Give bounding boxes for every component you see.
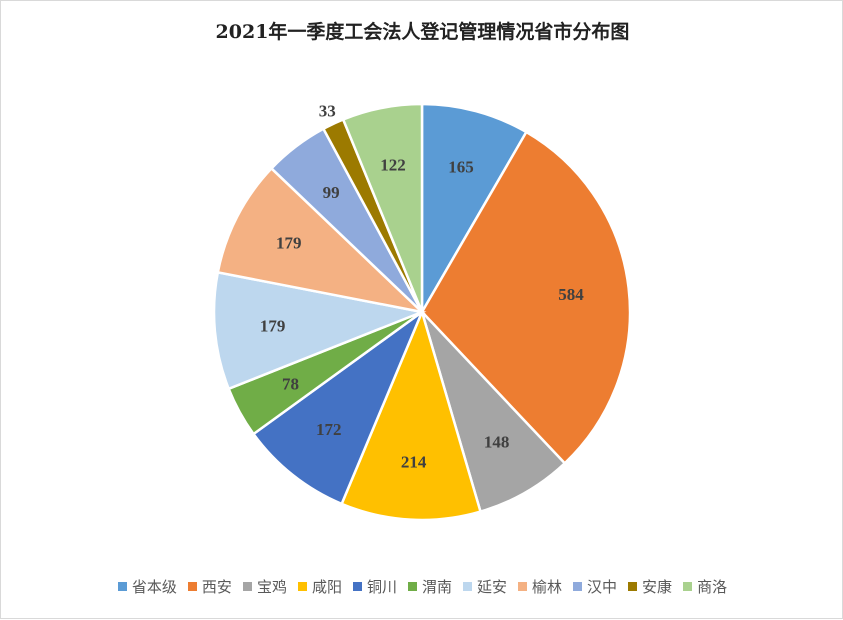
legend-item-4: 咸阳: [297, 576, 342, 597]
legend-item-11: 商洛: [683, 576, 727, 597]
legend-swatch: [297, 582, 307, 591]
legend-label: 铜川: [366, 578, 397, 596]
legend-swatch: [117, 582, 127, 591]
legend-label: 汉中: [587, 578, 618, 596]
pie-slice-8: [216, 166, 426, 315]
legend-label: 省本级: [131, 578, 177, 596]
data-label-7: 179: [260, 316, 286, 335]
legend-swatch: [463, 582, 472, 591]
legend-swatch: [683, 582, 693, 591]
data-label-11: 122: [380, 155, 406, 174]
legend-label: 宝鸡: [256, 578, 287, 596]
legend-swatch: [407, 582, 417, 591]
pie-slice-11: [341, 102, 424, 313]
legend-item-5: 铜川: [352, 576, 397, 597]
legend-label: 安康: [642, 578, 673, 596]
data-label-3: 148: [484, 433, 510, 452]
chart-title: 2021年一季度工会法人登记管理情况省市分布图: [215, 21, 630, 43]
pie-slice-5: [251, 308, 425, 506]
legend-swatch: [242, 582, 252, 591]
data-label-6: 78: [282, 375, 299, 394]
legend-label: 榆林: [532, 578, 563, 596]
pie-slice-1: [420, 102, 529, 317]
data-label-9: 99: [323, 183, 340, 202]
legend-swatch: [573, 582, 583, 591]
legend-swatch: [518, 582, 528, 591]
legend-label: 延安: [477, 578, 508, 596]
legend-swatch: [628, 582, 638, 591]
pie-slice-7: [212, 270, 427, 391]
pie-slice-3: [420, 311, 567, 514]
legend-item-9: 汉中: [573, 576, 617, 597]
legend-label: 西安: [201, 578, 232, 596]
legend-swatch: [187, 582, 197, 591]
pie-slice-2: [420, 130, 632, 466]
data-label-1: 165: [448, 158, 474, 177]
legend-item-1: 省本级: [117, 576, 177, 597]
legend-swatch: [352, 582, 362, 591]
legend-item-7: 延安: [463, 576, 507, 597]
data-label-8: 179: [276, 234, 302, 253]
data-label-10: 33: [319, 102, 336, 121]
data-label-2: 584: [558, 285, 584, 304]
legend-label: 咸阳: [311, 578, 342, 596]
legend-item-2: 西安: [187, 576, 232, 597]
legend-item-8: 榆林: [518, 576, 562, 597]
legend-label: 商洛: [697, 578, 728, 596]
legend-item-3: 宝鸡: [242, 576, 287, 597]
legend-item-6: 渭南: [407, 576, 452, 597]
legend-label: 渭南: [421, 578, 452, 596]
data-label-4: 214: [401, 452, 427, 471]
legend-item-10: 安康: [628, 576, 672, 597]
pie-slice-4: [340, 308, 483, 522]
data-label-5: 172: [316, 420, 342, 439]
chart-legend: 省本级 西安 宝鸡 咸阳 铜川 渭南 延安 榆林 汉中 安康 商洛: [1, 576, 843, 597]
